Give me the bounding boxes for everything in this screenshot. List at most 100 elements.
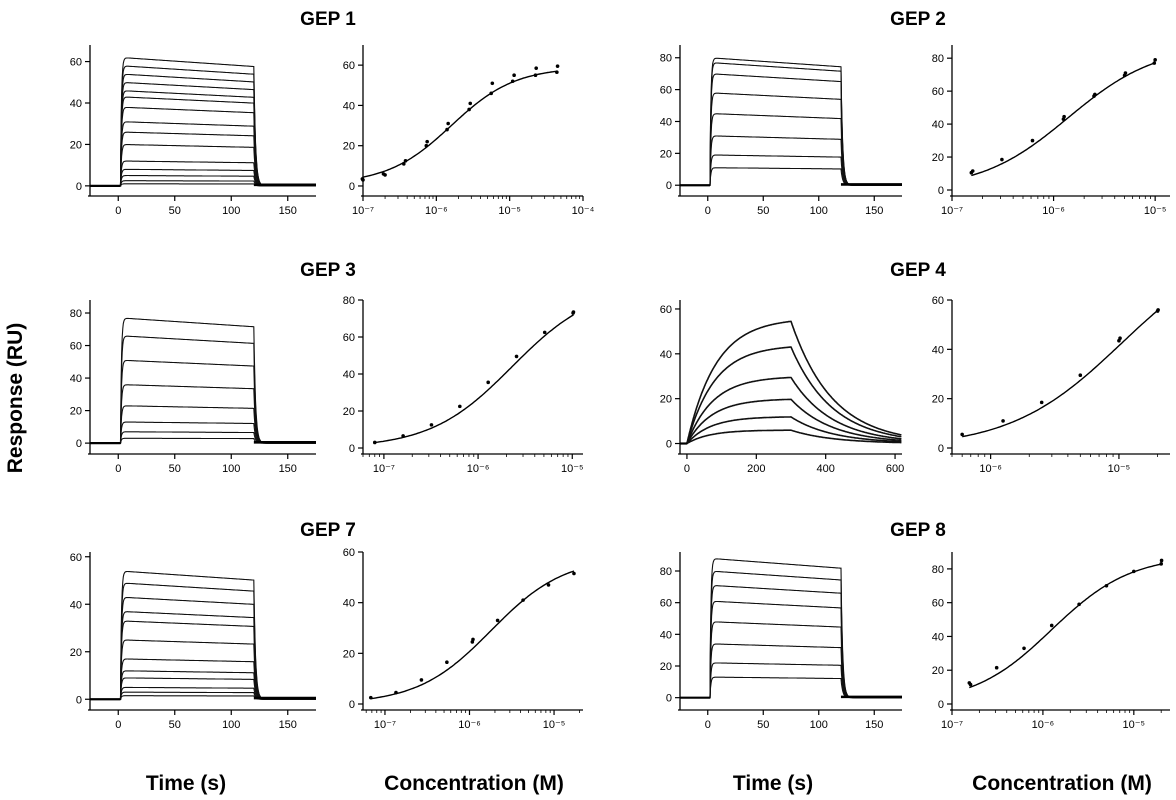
data-point [1156, 308, 1160, 312]
panel-gep-3: GEP 3 0 20 40 60 80 0 50 100 150 0 20 40 60 80 10⁻⁷ 10⁻⁶… [70, 260, 584, 475]
data-point [495, 618, 500, 623]
data-point [960, 432, 964, 437]
sensorgram-y-tick-label: 40 [70, 373, 82, 385]
data-point [542, 330, 547, 335]
sensorgram-trace [680, 558, 902, 699]
data-point [968, 682, 973, 687]
dose-response-x-tick-label: 10⁻⁷ [374, 719, 396, 731]
panel-gep-2: GEP 2 0 20 40 60 80 0 50 100 150 0 20 40 60 80 10⁻⁷ 10⁻⁶… [660, 9, 1170, 217]
sensorgram-x-tick-label: 150 [279, 719, 297, 731]
sensorgram-x-tick-label: 600 [886, 463, 904, 475]
sensorgram-y-tick-label: 40 [660, 116, 672, 128]
sensorgram-y-tick-label: 0 [76, 694, 82, 706]
data-point [471, 637, 475, 642]
data-point [970, 169, 975, 173]
data-point [510, 79, 515, 84]
sensorgram-trace [680, 662, 902, 699]
dose-response-y-tick-label: 0 [349, 699, 355, 711]
data-point [1049, 623, 1054, 628]
dose-response-y-tick-label: 40 [343, 598, 355, 610]
sensorgram-y-tick-label: 0 [76, 438, 82, 450]
data-point [468, 101, 473, 106]
dose-response-y-tick-label: 60 [932, 86, 944, 98]
dose-response-y-tick-label: 40 [343, 100, 355, 112]
sensorgram-y-tick-label: 60 [660, 304, 672, 316]
sensorgram-x-tick-label: 50 [757, 205, 769, 217]
sensorgram-x-tick-label: 150 [279, 205, 297, 217]
sensorgram-trace [680, 600, 902, 699]
dose-response-x-tick-label: 10⁻⁶ [458, 719, 481, 731]
sensorgram-x-tick-label: 50 [757, 719, 769, 731]
sensorgram-x-tick-label: 150 [279, 463, 297, 475]
sensorgram-trace [90, 144, 316, 187]
dose-response-y-tick-label: 0 [349, 181, 355, 193]
sensorgram-trace [90, 359, 316, 444]
sensorgram-y-tick-label: 20 [70, 139, 82, 151]
data-point [555, 64, 560, 68]
sensorgram-x-tick-label: 0 [115, 205, 121, 217]
sensorgram-x-tick-label: 100 [222, 719, 240, 731]
x-axis-label-time-right: Time (s) [733, 772, 813, 795]
data-point [1030, 138, 1035, 143]
dose-response-y-tick-label: 20 [343, 406, 355, 418]
data-point [1132, 569, 1136, 574]
dose-response-y-tick-label: 80 [932, 53, 944, 65]
dose-response-x-tick-label: 10⁻⁵ [498, 205, 521, 217]
dose-response-y-tick-label: 20 [932, 394, 944, 406]
sensorgram-trace [90, 570, 316, 700]
dose-response-y-tick-label: 40 [932, 344, 944, 356]
data-point [458, 404, 462, 409]
data-point [1078, 373, 1083, 378]
sensorgram-trace [680, 154, 902, 186]
sensorgram-trace [90, 90, 316, 187]
x-axis-label-time-left: Time (s) [146, 772, 226, 795]
dose-response-y-tick-label: 20 [932, 665, 944, 677]
data-point [424, 143, 429, 148]
dose-response-x-tick-label: 10⁻⁷ [941, 719, 963, 731]
sensorgram-trace [680, 62, 902, 186]
sensorgram-trace [90, 160, 316, 187]
data-point [445, 660, 449, 664]
y-axis-label: Response (RU) [4, 323, 27, 474]
sensorgram-trace [680, 416, 902, 445]
data-point [1093, 92, 1097, 97]
sensorgram-x-tick-label: 150 [865, 205, 883, 217]
panel-gep-7: GEP 7 0 20 40 60 0 50 100 150 0 20 40 60 10⁻⁷ 10⁻⁶ 10⁻⁵ [70, 520, 583, 731]
data-point [533, 73, 538, 78]
data-point [994, 665, 999, 670]
fit-curve [374, 314, 574, 444]
sensorgram-trace [680, 621, 902, 699]
data-point [1118, 336, 1122, 341]
dose-response-y-tick-label: 0 [349, 443, 355, 455]
sensorgram-y-tick-label: 20 [70, 406, 82, 418]
sensorgram-x-tick-label: 200 [747, 463, 765, 475]
sensorgram-y-tick-label: 80 [70, 308, 82, 320]
sensorgram-y-tick-label: 60 [660, 598, 672, 610]
dose-response: 0 20 40 60 10⁻⁷ 10⁻⁶ 10⁻⁵ 10⁻⁴ [343, 45, 595, 217]
dose-response-y-tick-label: 0 [938, 185, 944, 197]
dose-response-x-tick-label: 10⁻⁵ [561, 463, 584, 475]
sensorgram-x-tick-label: 100 [222, 463, 240, 475]
fit-curve [969, 563, 1162, 689]
data-point [1039, 400, 1044, 405]
sensorgram-trace [680, 135, 902, 186]
data-point [546, 583, 551, 587]
panel-title: GEP 4 [890, 260, 946, 281]
sensorgram-trace [680, 320, 902, 445]
sensorgram: 0 20 40 60 0 50 100 150 [70, 552, 316, 731]
data-point [489, 91, 494, 96]
data-point [512, 73, 516, 78]
data-point [1153, 58, 1157, 62]
sensorgram-y-tick-label: 20 [660, 148, 672, 160]
dose-response-y-tick-label: 60 [343, 547, 355, 559]
data-point [572, 571, 576, 576]
dose-response: 0 20 40 60 80 10⁻⁷ 10⁻⁶ 10⁻⁵ [343, 295, 584, 475]
dose-response-x-tick-label: 10⁻⁷ [941, 205, 963, 217]
sensorgram-y-tick-label: 60 [70, 57, 82, 69]
data-point [429, 423, 434, 427]
sensorgram-y-tick-label: 80 [660, 53, 672, 65]
panel-title: GEP 1 [300, 9, 356, 30]
data-point [1123, 71, 1128, 75]
data-point [514, 354, 519, 359]
